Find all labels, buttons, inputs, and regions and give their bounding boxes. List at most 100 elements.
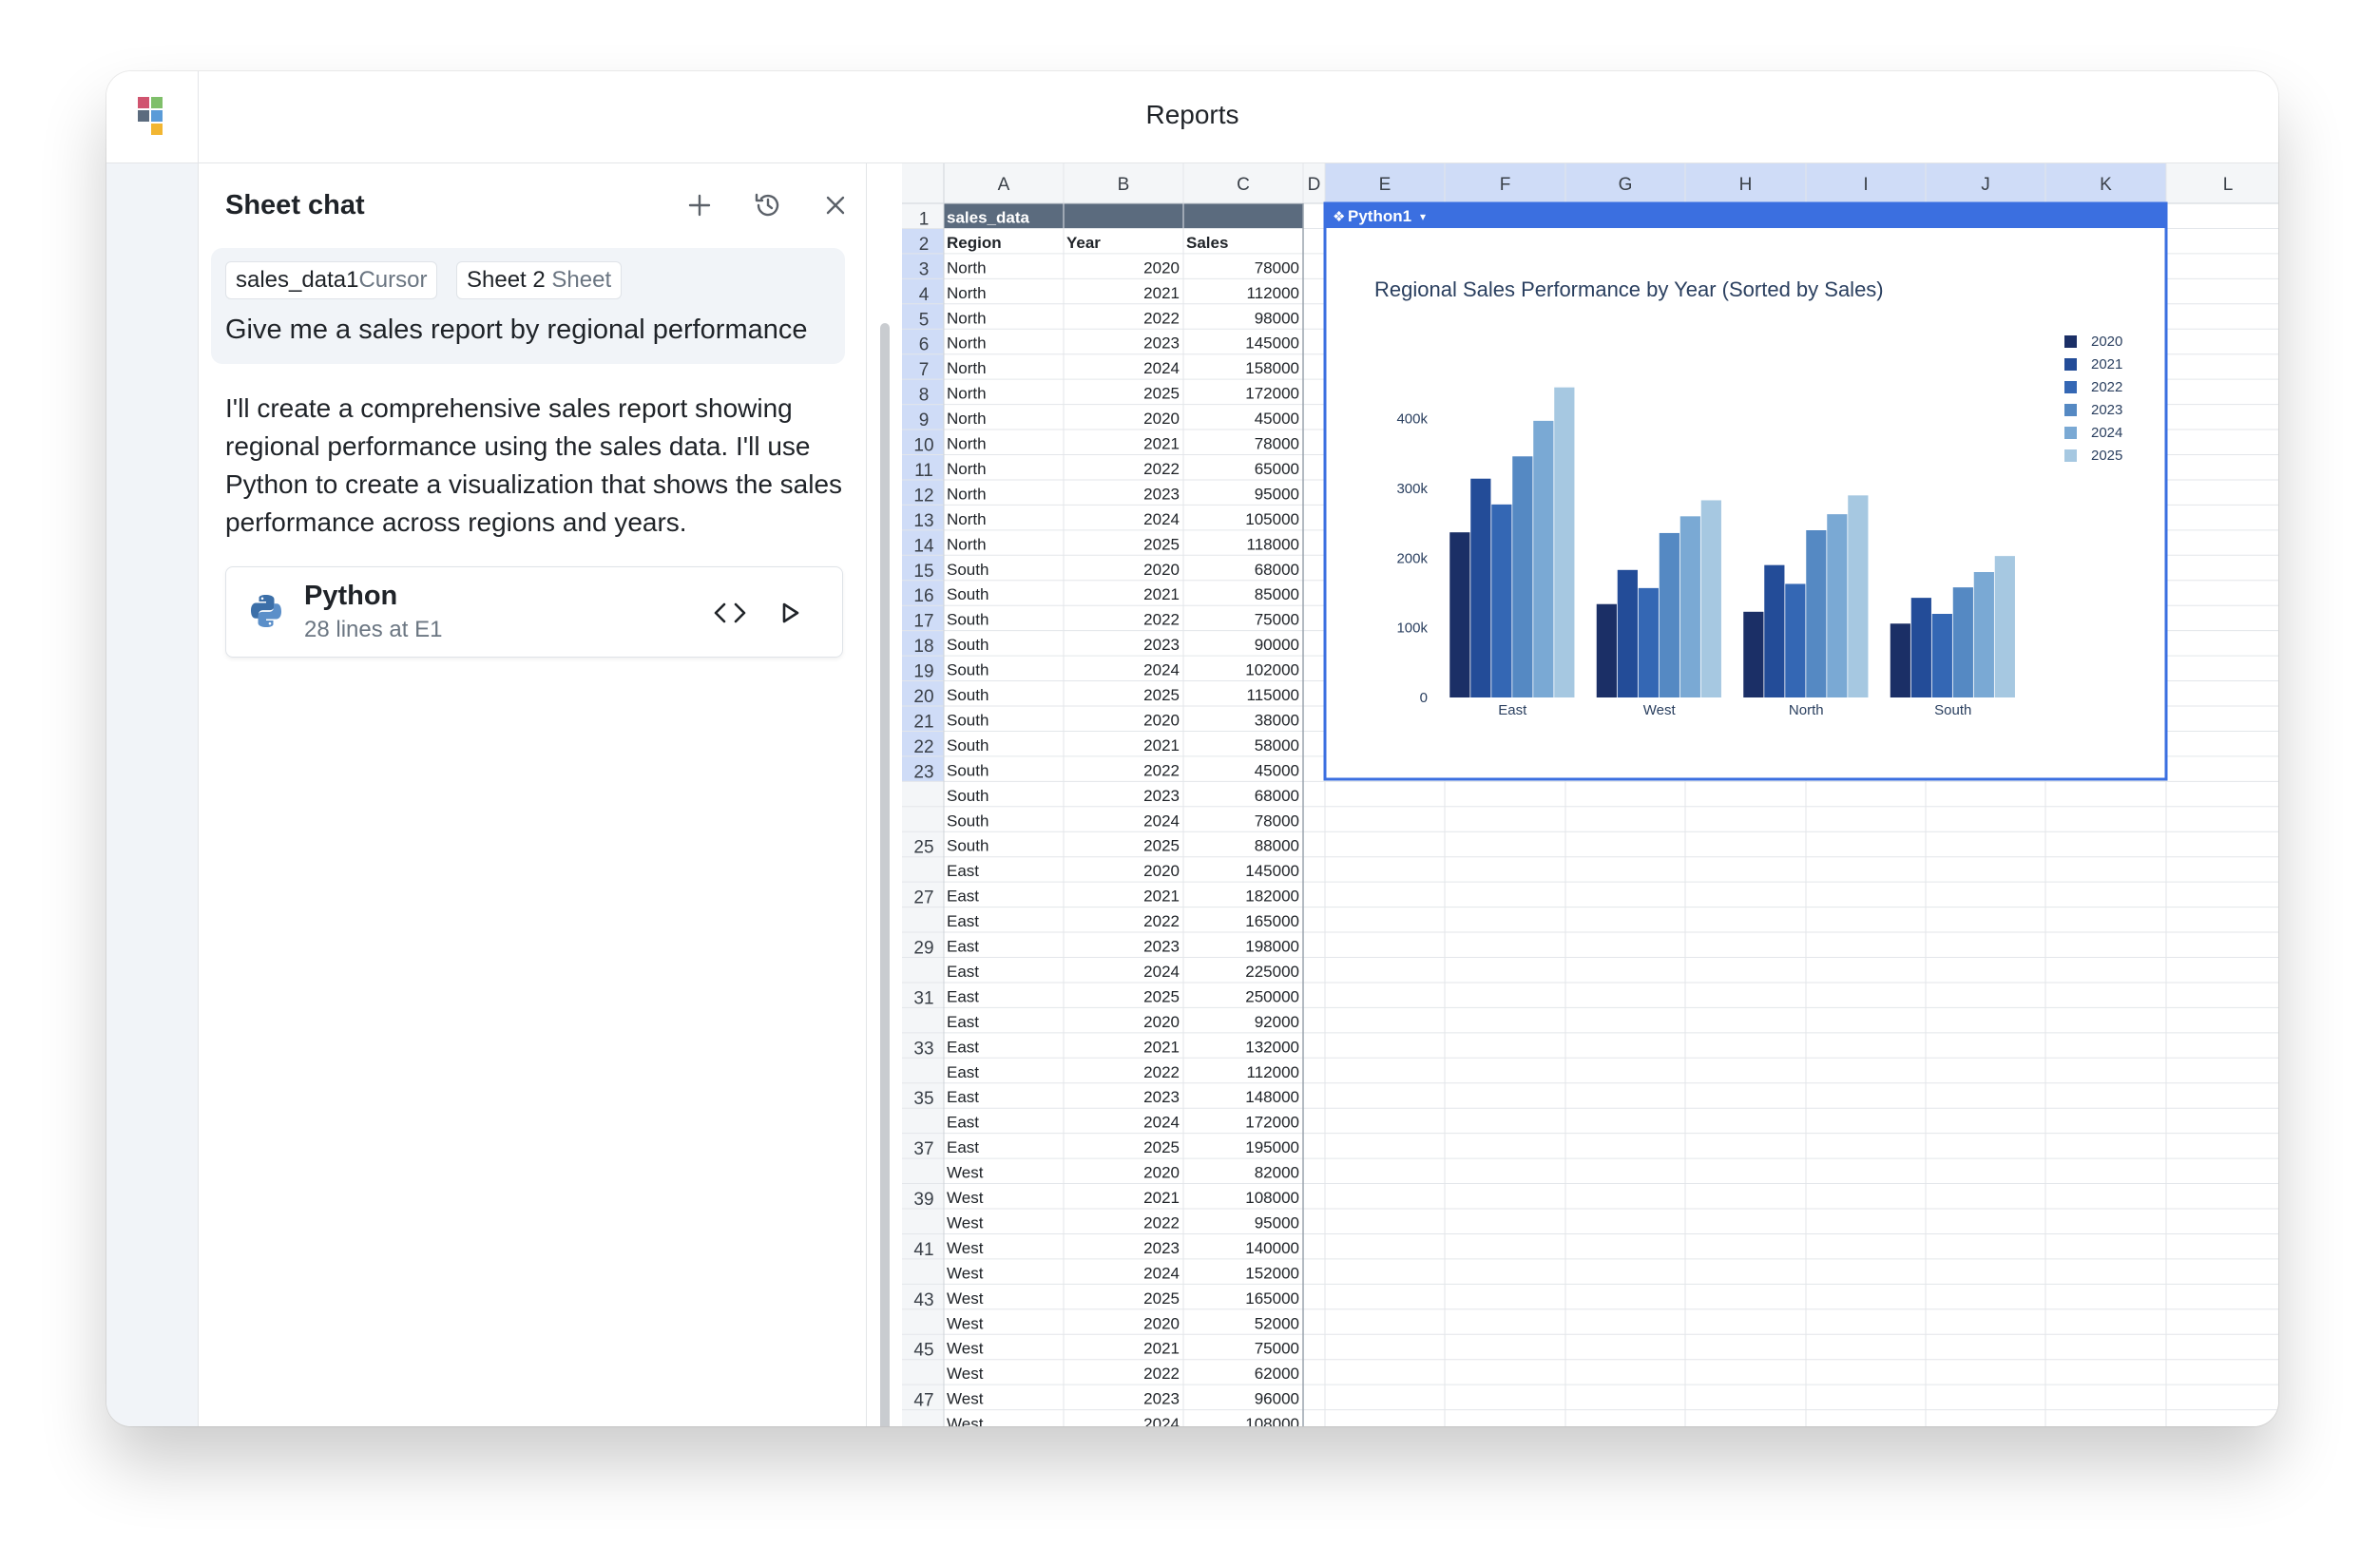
cell-year[interactable]: 2023: [1143, 1390, 1180, 1408]
row-number[interactable]: 15: [913, 562, 933, 582]
bar-west-2021[interactable]: [1617, 569, 1638, 697]
row-number[interactable]: 22: [913, 737, 933, 757]
column-header-k[interactable]: K: [2100, 175, 2112, 195]
cell-year[interactable]: 2022: [1143, 309, 1180, 327]
cell-sales[interactable]: 65000: [1255, 460, 1299, 478]
cell-region[interactable]: North: [947, 460, 987, 478]
column-header-h[interactable]: H: [1739, 175, 1753, 195]
cell-sales[interactable]: 145000: [1245, 334, 1299, 353]
table-name[interactable]: sales_data: [947, 208, 1029, 226]
cell-sales[interactable]: 112000: [1247, 284, 1299, 302]
cell-year[interactable]: 2024: [1143, 1114, 1180, 1132]
cell-sales[interactable]: 45000: [1255, 761, 1299, 779]
cell-sales[interactable]: 95000: [1255, 1213, 1299, 1232]
cell-year[interactable]: 2021: [1143, 284, 1180, 302]
cell-year[interactable]: 2021: [1143, 435, 1180, 453]
cell-region[interactable]: North: [947, 535, 987, 553]
cell-region[interactable]: South: [947, 761, 988, 779]
row-number[interactable]: 1: [919, 209, 930, 229]
bar-south-2020[interactable]: [1890, 623, 1910, 697]
bar-south-2025[interactable]: [1994, 556, 2015, 697]
row-number[interactable]: 47: [913, 1391, 933, 1411]
bar-west-2024[interactable]: [1679, 516, 1700, 697]
cell-region[interactable]: North: [947, 410, 987, 428]
bar-south-2023[interactable]: [1952, 587, 1973, 697]
column-header-d[interactable]: D: [1308, 175, 1321, 195]
cell-region[interactable]: East: [947, 862, 979, 880]
cell-sales[interactable]: 172000: [1245, 385, 1299, 403]
cell-year[interactable]: 2021: [1143, 736, 1180, 754]
cell-sales[interactable]: 172000: [1245, 1114, 1299, 1132]
cell-sales[interactable]: 108000: [1245, 1189, 1299, 1207]
row-number[interactable]: 2: [919, 235, 930, 255]
bar-east-2021[interactable]: [1470, 478, 1491, 697]
spreadsheet-grid[interactable]: A B C D E F G H I J K L 1 2 3 4 5 6 7 8 9 10 11 12 13 14 15 16 17 18 1…: [902, 163, 2278, 1426]
cell-year[interactable]: 2024: [1143, 661, 1180, 679]
cell-year[interactable]: 2024: [1143, 510, 1180, 528]
cell-sales[interactable]: 68000: [1255, 787, 1299, 805]
cell-year[interactable]: 2020: [1143, 258, 1180, 277]
cell-sales[interactable]: 78000: [1255, 258, 1299, 277]
cell-year[interactable]: 2025: [1143, 987, 1180, 1005]
cell-region[interactable]: East: [947, 963, 979, 981]
row-number[interactable]: 23: [913, 762, 933, 782]
run-code-button[interactable]: [772, 594, 810, 632]
app-logo-icon[interactable]: [138, 97, 164, 135]
row-number[interactable]: 39: [913, 1190, 933, 1210]
row-number[interactable]: 29: [913, 939, 933, 959]
cell-sales[interactable]: 82000: [1255, 1164, 1299, 1182]
cell-sales[interactable]: 250000: [1245, 987, 1299, 1005]
row-number[interactable]: 43: [913, 1290, 933, 1310]
column-header-l[interactable]: L: [2223, 175, 2234, 195]
row-number[interactable]: 18: [913, 637, 933, 657]
cell-region[interactable]: East: [947, 1088, 979, 1106]
cell-region[interactable]: South: [947, 636, 988, 654]
new-chat-button[interactable]: [679, 184, 720, 226]
cell-sales[interactable]: 85000: [1255, 585, 1299, 603]
cell-year[interactable]: 2022: [1143, 912, 1180, 930]
cell-region[interactable]: North: [947, 258, 987, 277]
cell-region[interactable]: South: [947, 787, 988, 805]
cell-sales[interactable]: 78000: [1255, 812, 1299, 830]
cell-year[interactable]: 2025: [1143, 535, 1180, 553]
cell-sales[interactable]: 158000: [1245, 359, 1299, 377]
cell-year[interactable]: 2020: [1143, 561, 1180, 579]
cell-sales[interactable]: 165000: [1245, 912, 1299, 930]
row-number[interactable]: 31: [913, 988, 933, 1008]
grid-canvas[interactable]: A B C D E F G H I J K L1234567891011121314151617181…: [902, 163, 2278, 1426]
context-chip-sheet[interactable]: Sheet 2 Sheet: [456, 261, 623, 299]
table-header[interactable]: Year: [1066, 234, 1101, 252]
cell-year[interactable]: 2020: [1143, 711, 1180, 729]
row-number[interactable]: 33: [913, 1039, 933, 1059]
cell-sales[interactable]: 198000: [1245, 938, 1299, 956]
cell-region[interactable]: North: [947, 284, 987, 302]
cell-year[interactable]: 2025: [1143, 837, 1180, 855]
cell-year[interactable]: 2023: [1143, 485, 1180, 503]
row-number[interactable]: 37: [913, 1139, 933, 1159]
cell-year[interactable]: 2023: [1143, 1088, 1180, 1106]
cell-region[interactable]: West: [947, 1189, 984, 1207]
cell-year[interactable]: 2021: [1143, 1189, 1180, 1207]
cell-sales[interactable]: 68000: [1255, 561, 1299, 579]
cell-region[interactable]: South: [947, 736, 988, 754]
cell-year[interactable]: 2024: [1143, 1415, 1180, 1426]
table-header[interactable]: Sales: [1186, 234, 1228, 252]
row-number[interactable]: 21: [913, 712, 933, 732]
bar-north-2025[interactable]: [1848, 495, 1869, 697]
cell-year[interactable]: 2020: [1143, 1164, 1180, 1182]
cell-sales[interactable]: 62000: [1255, 1365, 1299, 1383]
column-header-a[interactable]: A: [998, 175, 1010, 195]
row-number[interactable]: 27: [913, 888, 933, 908]
cell-region[interactable]: West: [947, 1415, 984, 1426]
row-number[interactable]: 35: [913, 1089, 933, 1109]
bar-north-2024[interactable]: [1827, 514, 1848, 697]
row-number[interactable]: 6: [919, 335, 930, 355]
cell-year[interactable]: 2021: [1143, 585, 1180, 603]
cell-year[interactable]: 2022: [1143, 460, 1180, 478]
cell-region[interactable]: East: [947, 987, 979, 1005]
cell-region[interactable]: North: [947, 510, 987, 528]
row-number[interactable]: 17: [913, 612, 933, 632]
bar-east-2022[interactable]: [1491, 504, 1512, 697]
cell-region[interactable]: West: [947, 1340, 984, 1358]
close-chat-button[interactable]: [815, 184, 856, 226]
